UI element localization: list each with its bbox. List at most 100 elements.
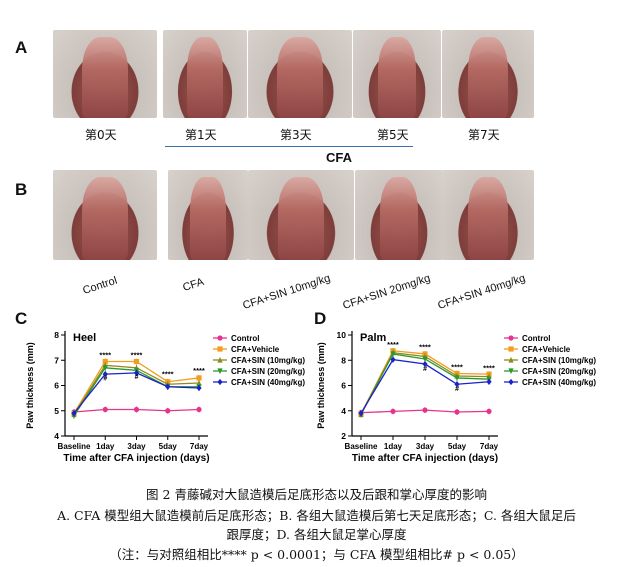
figure-title: 图 2 青藤碱对大鼠造模后足底形态以及后跟和掌心厚度的影响 [146, 487, 487, 502]
y-axis-label: Paw thickness (mm) [25, 342, 35, 429]
data-point [422, 356, 428, 363]
legend-entry: Control [522, 334, 550, 343]
x-tick-label: 7day [480, 442, 499, 451]
data-point [508, 356, 514, 363]
significance-label: **** [193, 366, 205, 375]
paw-photo-day-0 [53, 30, 157, 118]
legend-entry: CFA+SIN (40mg/kg) [522, 378, 596, 387]
significance-label: **** [483, 363, 495, 372]
data-point [508, 346, 514, 352]
data-point [217, 346, 223, 352]
group-label: CFA+SIN 20mg/kg [341, 272, 432, 312]
paw-shape [82, 177, 128, 260]
group-label: CFA+SIN 40mg/kg [436, 272, 527, 312]
y-axis-label: Paw thickness (mm) [316, 342, 326, 429]
paw-shape [82, 37, 128, 118]
x-axis-label: Time after CFA injection (days) [63, 453, 209, 464]
y-tick-label: 8 [54, 330, 59, 340]
data-point [217, 335, 223, 341]
chart-title: Heel [73, 332, 96, 344]
day-label: 第0天 [85, 128, 117, 142]
data-point [390, 351, 396, 358]
caption-line-2: A. CFA 模型组大鼠造模前后足底形态；B. 各组大鼠造模后第七天足底形态；C… [57, 508, 576, 523]
day-label: 第7天 [468, 128, 500, 142]
cfa-group-label: CFA [326, 150, 352, 165]
palm-chart: Palm 2 4 6 8 10 Paw thickness (mm) Baseline 1day… [316, 330, 596, 464]
data-point [196, 406, 202, 413]
paw-photo-group-4 [442, 170, 534, 260]
x-tick-label: 1day [96, 442, 115, 451]
legend-entry: Control [231, 334, 259, 343]
paw-shape [190, 177, 226, 260]
y-tick-label: 6 [341, 381, 346, 391]
legend-entry: CFA+Vehicle [231, 345, 280, 354]
paw-shape [186, 37, 224, 118]
data-point [390, 408, 396, 414]
paw-photo-group-3 [355, 170, 443, 260]
cfa-bracket-line [165, 146, 413, 147]
data-point [196, 379, 202, 386]
panel-a-letter: A [15, 38, 28, 57]
data-point [486, 378, 492, 385]
data-point [217, 378, 223, 386]
data-point [102, 406, 108, 413]
data-point [133, 369, 140, 376]
data-point [454, 409, 460, 415]
day-label: 第5天 [377, 128, 409, 142]
group-label: CFA [181, 275, 206, 294]
x-axis-label: Time after CFA injection (days) [352, 453, 498, 464]
significance-label: # [455, 386, 459, 393]
paw-shape [377, 37, 417, 118]
paw-shape [467, 37, 509, 118]
significance-label: **** [387, 340, 399, 349]
significance-label: **** [131, 351, 143, 360]
paw-photo-day-1 [163, 30, 247, 118]
x-tick-label: 3day [127, 442, 146, 451]
y-tick-label: 4 [54, 431, 59, 441]
legend-entry: CFA+SIN (10mg/kg) [231, 356, 305, 365]
significance-label: # [135, 374, 139, 381]
x-tick-label: Baseline [58, 442, 91, 451]
paw-photo-day-4 [442, 30, 534, 118]
x-tick-label: 5day [159, 442, 178, 451]
data-point [217, 356, 223, 363]
y-tick-label: 5 [54, 406, 59, 416]
paw-photo-day-2 [248, 30, 352, 118]
significance-label: # [103, 375, 107, 382]
y-tick-label: 8 [341, 355, 346, 365]
caption-line-4: （注：与对照组相比**** p < 0.0001；与 CFA 模型组相比# p … [109, 547, 524, 562]
day-label: 第3天 [280, 128, 312, 142]
data-point [217, 368, 223, 375]
panel-b-letter: B [15, 180, 28, 199]
paw-photo-day-3 [353, 30, 441, 118]
x-tick-label: 3day [416, 442, 435, 451]
heel-chart: Heel 4 5 6 7 8 Paw thickness (mm) Baseline 1day 3… [25, 330, 305, 464]
chart-title: Palm [360, 332, 387, 344]
y-tick-label: 4 [341, 406, 346, 416]
paw-shape [467, 177, 509, 260]
day-label: 第1天 [185, 128, 217, 142]
legend-entry: CFA+SIN (20mg/kg) [522, 367, 596, 376]
data-point [422, 360, 428, 368]
data-point [196, 375, 202, 381]
paw-photo-group-1 [168, 170, 248, 260]
data-point [390, 356, 396, 363]
caption-line-3: 跟厚度；D. 各组大鼠足掌心厚度 [226, 527, 407, 542]
paw-photo-group-2 [248, 170, 354, 260]
paw-photo-group-0 [53, 170, 157, 260]
panel-d-letter: D [314, 309, 327, 328]
x-tick-label: 1day [384, 442, 403, 451]
data-point [508, 378, 514, 386]
data-point [133, 406, 140, 413]
x-tick-label: Baseline [345, 442, 378, 451]
group-label: Control [81, 274, 119, 297]
y-tick-label: 10 [337, 330, 347, 340]
data-point [102, 365, 108, 371]
significance-label: **** [162, 370, 174, 379]
group-label: CFA+SIN 10mg/kg [241, 272, 332, 312]
significance-label: **** [419, 343, 431, 352]
data-point [508, 335, 514, 341]
significance-label: **** [451, 363, 463, 372]
data-point [422, 407, 428, 413]
data-point [165, 408, 171, 414]
